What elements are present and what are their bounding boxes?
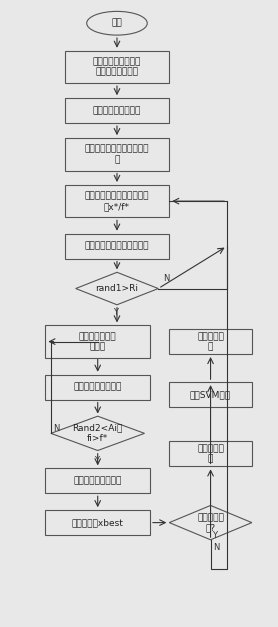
Text: 在最优解附近产
生扰动: 在最优解附近产 生扰动 [79, 332, 116, 351]
Text: rand1>Ri: rand1>Ri [95, 284, 138, 293]
Polygon shape [76, 272, 158, 305]
FancyBboxPatch shape [169, 329, 252, 354]
FancyBboxPatch shape [45, 325, 150, 358]
Ellipse shape [87, 11, 147, 35]
Text: Y: Y [94, 456, 99, 465]
Text: N: N [53, 424, 59, 433]
Text: 更新蝙蝠响度和速率: 更新蝙蝠响度和速率 [73, 477, 122, 485]
Text: 排列蝙蝠得xbest: 排列蝙蝠得xbest [72, 518, 124, 527]
FancyBboxPatch shape [65, 138, 169, 171]
FancyBboxPatch shape [65, 185, 169, 218]
FancyBboxPatch shape [65, 51, 169, 83]
Text: N: N [163, 274, 170, 283]
FancyBboxPatch shape [65, 234, 169, 258]
FancyBboxPatch shape [45, 468, 150, 493]
Text: 识别交通状
态: 识别交通状 态 [197, 332, 224, 351]
Text: 获取高速公路参数数
据，运行状态数据: 获取高速公路参数数 据，运行状态数据 [93, 57, 141, 76]
Text: 更新蝙蝠位置，速度，频率: 更新蝙蝠位置，速度，频率 [85, 241, 149, 251]
FancyBboxPatch shape [45, 375, 150, 399]
Text: 设置核参数，初始化蝙蝠种
群: 设置核参数，初始化蝙蝠种 群 [85, 145, 149, 164]
Text: 开始: 开始 [111, 19, 122, 28]
Polygon shape [51, 416, 145, 451]
Text: N: N [213, 543, 219, 552]
Text: Y: Y [113, 308, 118, 317]
FancyBboxPatch shape [65, 98, 169, 123]
Text: 用遗传算法进行择优: 用遗传算法进行择优 [73, 382, 122, 392]
Text: 输出最优参
数: 输出最优参 数 [197, 445, 224, 463]
Text: Y: Y [212, 530, 217, 540]
Text: 计算蝙蝠适应度函数值，得
到x*/f*: 计算蝙蝠适应度函数值，得 到x*/f* [85, 191, 149, 211]
Text: 训练SVM模型: 训练SVM模型 [190, 390, 231, 399]
FancyBboxPatch shape [169, 382, 252, 407]
FancyBboxPatch shape [169, 441, 252, 466]
Text: 划分训练集，测试集: 划分训练集，测试集 [93, 106, 141, 115]
FancyBboxPatch shape [45, 510, 150, 535]
Text: 最大迭代次
数?: 最大迭代次 数? [197, 513, 224, 532]
Text: Rand2<Ai且
fi>f*: Rand2<Ai且 fi>f* [73, 424, 123, 443]
Polygon shape [169, 505, 252, 540]
